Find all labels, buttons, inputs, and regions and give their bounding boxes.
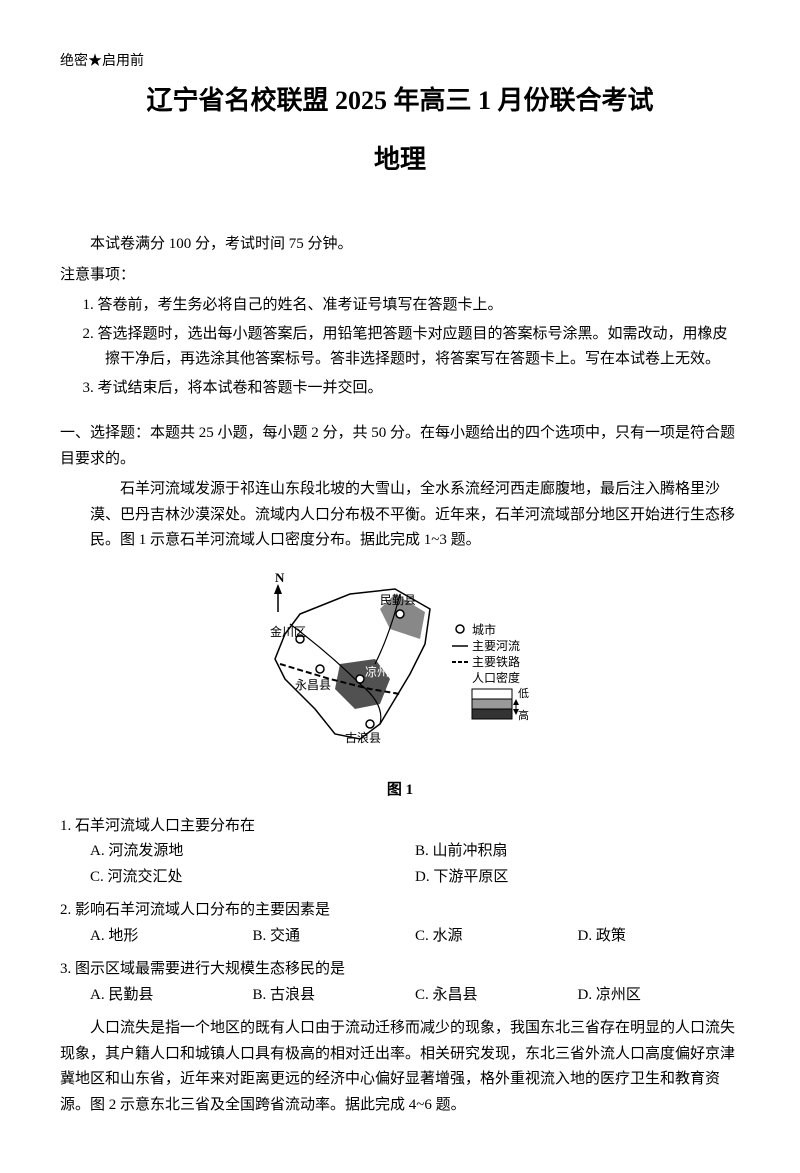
label-yongchang: 永昌县 — [295, 678, 331, 692]
q2-stem: 2. 影响石羊河流域人口分布的主要因素是 — [60, 898, 740, 924]
legend-high: 高 — [518, 708, 529, 722]
q2-opt-c: C. 水源 — [415, 924, 578, 950]
q3-opt-b: B. 古浪县 — [253, 983, 416, 1009]
score-time-info: 本试卷满分 100 分，考试时间 75 分钟。 — [60, 232, 740, 258]
legend-rail: 主要铁路 — [472, 654, 520, 669]
figure-1-caption: 图 1 — [60, 778, 740, 804]
legend: 城市 主要河流 主要铁路 人口密度 低 高 — [452, 622, 529, 722]
section-1-header: 一、选择题：本题共 25 小题，每小题 2 分，共 50 分。在每小题给出的四个… — [60, 421, 740, 472]
notice-item-1: 1. 答卷前，考生务必将自己的姓名、准考证号填写在答题卡上。 — [60, 293, 740, 319]
label-gulang: 古浪县 — [345, 730, 381, 745]
question-2: 2. 影响石羊河流域人口分布的主要因素是 A. 地形 B. 交通 C. 水源 D… — [60, 898, 740, 949]
legend-low: 低 — [518, 687, 529, 700]
city-liangzhou — [356, 675, 364, 683]
q2-opt-d: D. 政策 — [578, 924, 741, 950]
passage-2: 人口流失是指一个地区的既有人口由于流动迁移而减少的现象，我国东北三省存在明显的人… — [60, 1016, 740, 1118]
figure-1-map: N 金川区 永昌县 凉州区 民勤县 古浪县 城市 — [230, 564, 570, 764]
city-minqin — [396, 610, 404, 618]
city-yongchang — [316, 665, 324, 673]
label-liangzhou: 凉州区 — [365, 664, 401, 679]
city-gulang — [366, 720, 374, 728]
q2-opt-b: B. 交通 — [253, 924, 416, 950]
legend-density: 人口密度 — [472, 670, 520, 685]
label-minqin: 民勤县 — [380, 593, 416, 607]
q3-stem: 3. 图示区域最需要进行大规模生态移民的是 — [60, 957, 740, 983]
question-1: 1. 石羊河流域人口主要分布在 A. 河流发源地 B. 山前冲积扇 C. 河流交… — [60, 814, 740, 891]
label-jinchuan: 金川区 — [270, 624, 306, 639]
q1-opt-d: D. 下游平原区 — [415, 865, 740, 891]
notice-item-2: 2. 答选择题时，选出每小题答案后，用铅笔把答题卡对应题目的答案标号涂黑。如需改… — [60, 322, 740, 373]
q3-opt-a: A. 民勤县 — [90, 983, 253, 1009]
q1-opt-b: B. 山前冲积扇 — [415, 839, 740, 865]
subject-title: 地理 — [60, 138, 740, 182]
question-3: 3. 图示区域最需要进行大规模生态移民的是 A. 民勤县 B. 古浪县 C. 永… — [60, 957, 740, 1008]
north-label: N — [275, 570, 285, 585]
q1-opt-a: A. 河流发源地 — [90, 839, 415, 865]
confidential-note: 绝密★启用前 — [60, 50, 740, 74]
figure-1-container: N 金川区 永昌县 凉州区 民勤县 古浪县 城市 — [60, 564, 740, 804]
notice-header: 注意事项： — [60, 263, 740, 289]
passage-1: 石羊河流域发源于祁连山东段北坡的大雪山，全水系流经河西走廊腹地，最后注入腾格里沙… — [60, 477, 740, 554]
q3-opt-d: D. 凉州区 — [578, 983, 741, 1009]
q1-stem: 1. 石羊河流域人口主要分布在 — [60, 814, 740, 840]
notice-item-3: 3. 考试结束后，将本试卷和答题卡一并交回。 — [60, 376, 740, 402]
legend-river: 主要河流 — [472, 639, 520, 653]
section-1-header-text: 一、选择题：本题共 25 小题，每小题 2 分，共 50 分。在每小题给出的四个… — [60, 425, 735, 467]
main-title: 辽宁省名校联盟 2025 年高三 1 月份联合考试 — [60, 79, 740, 123]
q3-opt-c: C. 永昌县 — [415, 983, 578, 1009]
legend-city: 城市 — [472, 622, 496, 637]
q1-opt-c: C. 河流交汇处 — [90, 865, 415, 891]
q2-opt-a: A. 地形 — [90, 924, 253, 950]
